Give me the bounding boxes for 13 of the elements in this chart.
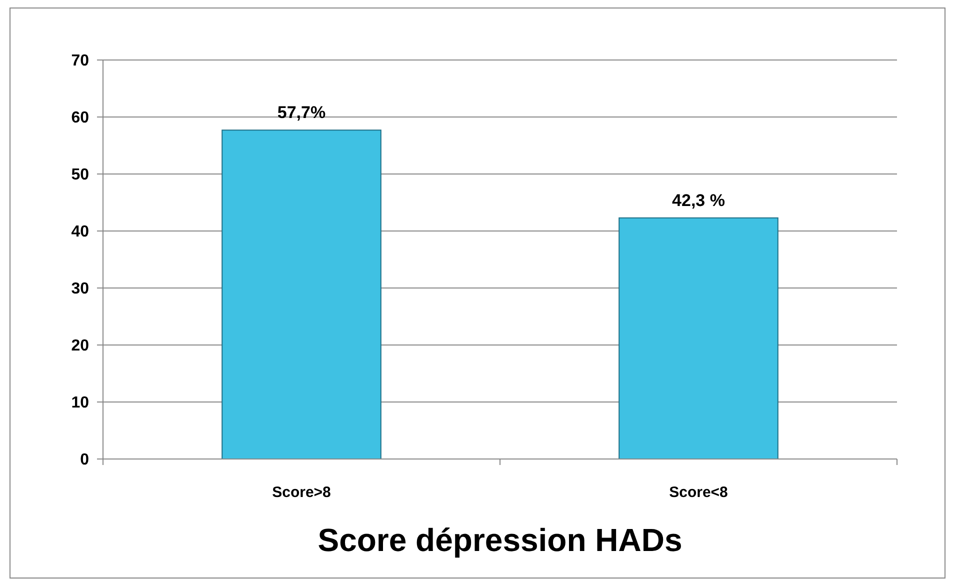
data-label: 57,7% [277,103,326,122]
y-tick-label: 20 [71,338,90,355]
y-tick-label: 10 [71,394,90,412]
y-tick-label: 0 [80,452,90,469]
y-tick-label: 30 [71,280,90,298]
data-label: 42,3 % [672,190,725,210]
x-tick-label: Score>8 [272,484,331,501]
x-tick-label: Score<8 [669,484,728,501]
text: Score dépression HADs [318,522,682,558]
y-tick-label: 50 [71,166,90,184]
y-tick-label: 70 [71,52,90,70]
y-tick-label: 60 [71,110,90,127]
y-tick-label: 40 [71,224,90,241]
